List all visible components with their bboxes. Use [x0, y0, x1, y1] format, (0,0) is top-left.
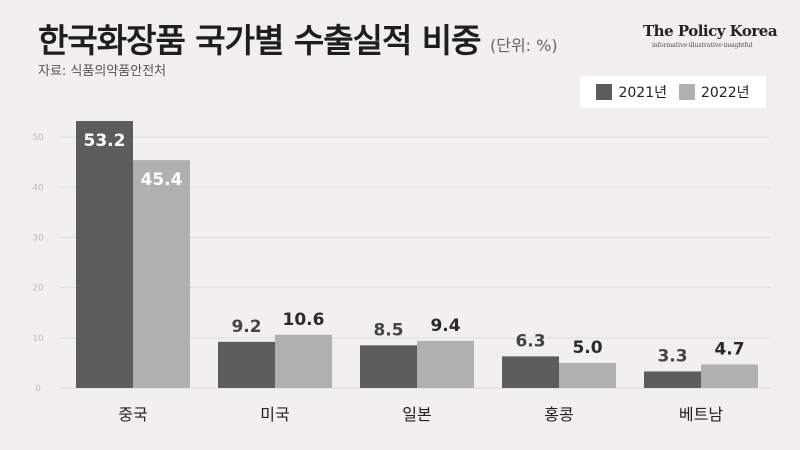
- data-label: 53.2: [84, 131, 126, 151]
- x-tick-label: 홍콩: [544, 405, 573, 424]
- bar: [360, 345, 417, 388]
- y-tick-label: 0: [35, 384, 41, 394]
- bar: [701, 364, 758, 388]
- chart-title: 한국화장품 국가별 수출실적 비중: [38, 21, 482, 60]
- brand-tagline: informative·illustrative·insightful: [652, 42, 753, 49]
- x-tick-label: 중국: [118, 405, 147, 424]
- source-label: 자료: 식품의약품안전처: [38, 64, 167, 79]
- bar: [133, 160, 190, 388]
- brand-logo: The Policy Korea: [643, 22, 778, 40]
- bar: [218, 341, 275, 388]
- bar: [417, 340, 474, 388]
- legend-label-2022: 2022년: [701, 85, 750, 101]
- data-label: 4.7: [714, 339, 744, 359]
- data-label: 45.4: [141, 170, 183, 190]
- x-tick-label: 베트남: [679, 405, 723, 424]
- legend: 2021년 2022년: [580, 76, 766, 108]
- data-label: 9.2: [231, 317, 261, 337]
- legend-swatch-2021: [596, 84, 613, 100]
- y-tick-label: 30: [32, 233, 44, 243]
- data-label: 6.3: [515, 331, 545, 351]
- bar: [275, 334, 332, 388]
- y-tick-label: 10: [32, 334, 44, 344]
- bar: [559, 362, 616, 388]
- data-label: 8.5: [373, 320, 403, 340]
- y-tick-label: 20: [32, 284, 44, 294]
- unit-label: (단위: %): [490, 36, 558, 55]
- x-tick-label: 미국: [260, 405, 289, 424]
- data-label: 9.4: [430, 316, 460, 336]
- data-label: 5.0: [572, 338, 602, 358]
- bar: [76, 121, 133, 389]
- legend-item-2021: 2021년: [596, 82, 667, 102]
- x-tick-label: 일본: [402, 405, 431, 424]
- bar: [644, 371, 701, 388]
- legend-label-2021: 2021년: [618, 85, 667, 101]
- data-label: 3.3: [657, 346, 687, 366]
- y-tick-label: 40: [32, 183, 44, 193]
- bar: [502, 356, 559, 388]
- legend-item-2022: 2022년: [679, 82, 750, 102]
- data-label: 10.6: [283, 310, 325, 330]
- legend-swatch-2022: [679, 84, 695, 100]
- y-tick-label: 50: [32, 133, 44, 143]
